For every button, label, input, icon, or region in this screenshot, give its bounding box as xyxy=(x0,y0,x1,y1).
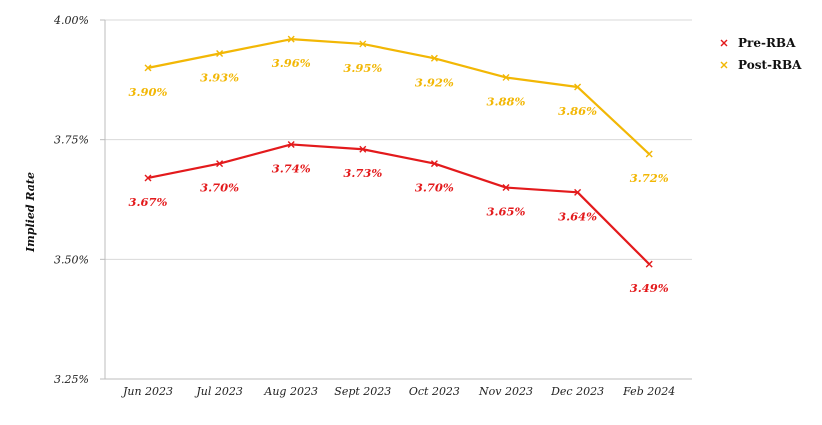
data-point-marker xyxy=(720,39,728,47)
data-point-marker xyxy=(574,83,582,91)
data-point-marker xyxy=(144,64,152,72)
x-tick-label: Sept 2023 xyxy=(334,385,391,398)
data-point-marker xyxy=(645,260,653,268)
data-label: 3.65% xyxy=(487,205,526,219)
legend: Pre-RBA Post-RBA xyxy=(720,36,802,72)
data-label: 3.93% xyxy=(200,71,239,85)
data-label: 3.73% xyxy=(343,166,382,180)
data-label: 3.74% xyxy=(272,161,311,175)
data-label: 3.86% xyxy=(558,104,597,118)
data-label: 3.49% xyxy=(630,281,669,295)
y-tick-label: 3.25% xyxy=(54,373,89,386)
legend-item: Pre-RBA xyxy=(720,36,796,50)
data-point-marker xyxy=(287,140,295,148)
series-line-post-rba xyxy=(147,38,650,155)
data-label: 3.67% xyxy=(129,195,168,209)
data-label: 3.70% xyxy=(415,181,454,195)
data-point-marker xyxy=(502,73,510,81)
data-label: 3.64% xyxy=(558,209,597,223)
y-tick-label: 3.50% xyxy=(54,253,89,266)
data-label: 3.72% xyxy=(630,171,669,185)
legend-item: Post-RBA xyxy=(720,58,802,72)
gridlines xyxy=(105,19,692,260)
data-point-marker xyxy=(216,50,224,58)
x-tick-label: Aug 2023 xyxy=(263,385,318,398)
x-tick-label: Jun 2023 xyxy=(121,385,173,398)
data-labels: 3.67% 3.70% 3.74% 3.73% 3.70% 3.65% 3.64% 3.49%… xyxy=(129,56,669,295)
y-axis-title: Implied Rate xyxy=(24,172,37,253)
data-point-marker xyxy=(216,160,224,168)
data-label: 3.90% xyxy=(129,85,168,99)
data-point-marker xyxy=(359,145,367,153)
data-point-marker xyxy=(645,150,653,158)
x-tick-label: Dec 2023 xyxy=(550,385,604,398)
data-point-marker xyxy=(502,184,510,192)
data-label: 3.96% xyxy=(272,56,311,70)
data-label: 3.95% xyxy=(343,61,382,75)
data-point-marker xyxy=(574,188,582,196)
data-point-marker xyxy=(720,61,728,69)
y-tick-label: 4.00% xyxy=(53,14,89,27)
data-label: 3.88% xyxy=(487,94,526,108)
data-label: 3.92% xyxy=(415,75,454,89)
legend-label: Post-RBA xyxy=(738,58,802,72)
x-tick-label: Jul 2023 xyxy=(194,385,243,398)
data-point-marker xyxy=(144,174,152,182)
data-point-marker xyxy=(430,160,438,168)
data-point-marker xyxy=(359,40,367,48)
x-tick-label: Nov 2023 xyxy=(478,385,533,398)
y-tick-label: 3.75% xyxy=(54,134,89,147)
data-label: 3.70% xyxy=(200,181,239,195)
x-tick-label: Feb 2024 xyxy=(622,385,675,398)
series-lines xyxy=(144,35,653,268)
data-point-marker xyxy=(287,35,295,43)
data-point-marker xyxy=(430,54,438,62)
axes: 3.25% 3.50% 3.75% 4.00% Jun 2023 Jul 2023 Aug … xyxy=(53,14,692,398)
series-line-pre-rba xyxy=(147,143,650,265)
x-tick-label: Oct 2023 xyxy=(409,385,460,398)
legend-label: Pre-RBA xyxy=(738,36,796,50)
